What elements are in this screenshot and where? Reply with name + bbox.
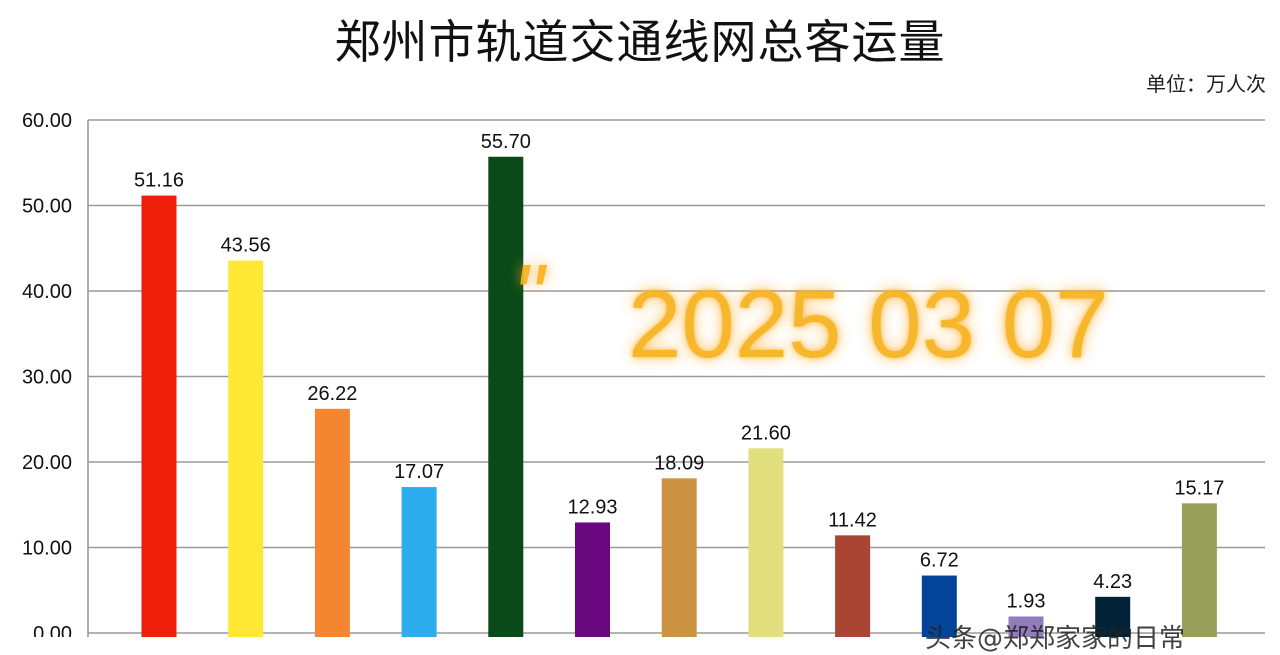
y-tick-label: 30.00 xyxy=(22,367,72,389)
y-axis: 0.00 10.00 20.00 30.00 40.00 50.00 60.00 xyxy=(22,110,89,637)
y-tick-label: 50.00 xyxy=(22,196,72,218)
bar xyxy=(314,408,350,637)
bar xyxy=(835,535,871,637)
watermark-quote: " xyxy=(512,247,544,347)
value-label: 17.07 xyxy=(394,461,444,483)
bar xyxy=(748,448,784,637)
watermark-date: 2025 03 07 xyxy=(628,271,1109,378)
y-tick-label: 10.00 xyxy=(22,538,72,560)
y-tick-label: 60.00 xyxy=(22,110,72,132)
y-tick-label: 40.00 xyxy=(22,281,72,303)
y-tick-label: 20.00 xyxy=(22,452,72,474)
value-label: 55.70 xyxy=(481,131,531,153)
value-label: 15.17 xyxy=(1174,477,1224,499)
value-label: 12.93 xyxy=(567,496,617,518)
value-label: 4.23 xyxy=(1093,571,1132,593)
value-labels: 51.16 43.56 26.22 17.07 55.70 12.93 18.09 21.60… xyxy=(134,131,1224,613)
bar-chart: 0.00 10.00 20.00 30.00 40.00 50.00 60.00 51.16… xyxy=(22,110,1265,637)
value-label: 18.09 xyxy=(654,452,704,474)
value-label: 26.22 xyxy=(307,383,357,405)
bar xyxy=(228,260,264,637)
value-label: 21.60 xyxy=(741,422,791,444)
bar xyxy=(141,195,177,637)
bar xyxy=(575,522,610,637)
value-label: 43.56 xyxy=(221,235,271,257)
gridlines xyxy=(88,119,1265,637)
y-tick-label: 0.00 xyxy=(33,623,72,637)
value-label: 51.16 xyxy=(134,170,184,192)
value-label: 6.72 xyxy=(920,550,959,572)
bar xyxy=(1008,616,1044,637)
bar xyxy=(1181,503,1217,637)
bar xyxy=(1095,596,1131,637)
unit-label: 单位：万人次 xyxy=(1146,72,1266,96)
chart-title: 郑州市轨道交通线网总客运量 xyxy=(334,15,946,69)
bar xyxy=(661,478,697,637)
bar xyxy=(921,575,957,637)
value-label: 11.42 xyxy=(828,509,877,531)
bars xyxy=(141,156,1217,637)
bar xyxy=(401,487,437,637)
bar xyxy=(488,156,524,637)
value-label: 1.93 xyxy=(1007,590,1046,612)
